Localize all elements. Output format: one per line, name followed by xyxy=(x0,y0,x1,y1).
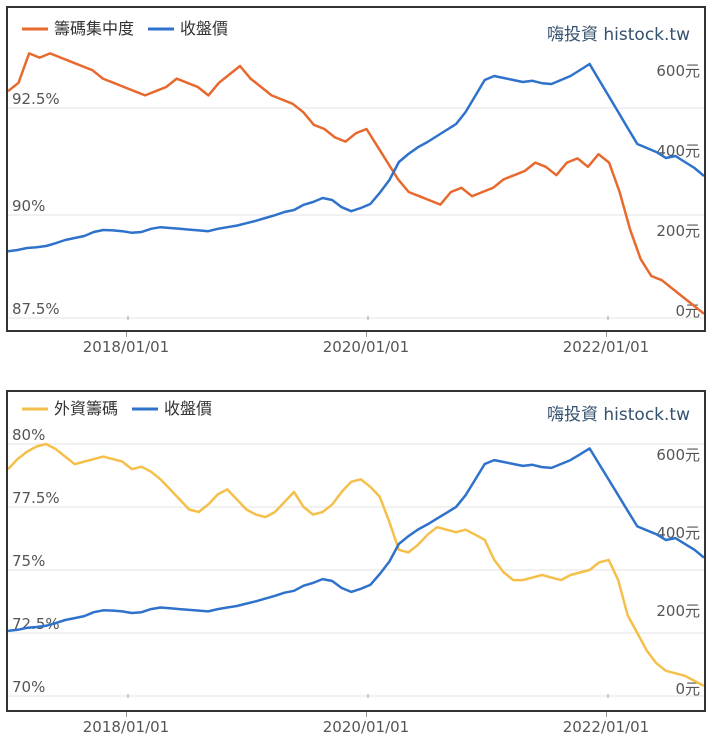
left-axis-tick-label: 70% xyxy=(12,678,45,696)
right-axis-tick-label: 600元 xyxy=(656,62,700,80)
right-axis-tick-label: 400元 xyxy=(656,524,700,542)
x-axis-tick-label: 2020/01/01 xyxy=(322,338,410,356)
x-axis-tick xyxy=(606,712,607,717)
left-axis-tick-label: 75% xyxy=(12,552,45,570)
right-axis-tick-label: 200元 xyxy=(656,602,700,620)
right-axis-tick-label: 200元 xyxy=(656,222,700,240)
left-axis-tick-label: 92.5% xyxy=(12,90,60,108)
x-axis-2: 2018/01/01 2020/01/01 2022/01/01 xyxy=(6,712,706,742)
x-axis-tick-label: 2022/01/01 xyxy=(562,338,650,356)
series-line-1 xyxy=(8,442,704,688)
left-axis-tick-label: 87.5% xyxy=(12,300,60,318)
right-axis-tick-label: 400元 xyxy=(656,142,700,160)
right-axis-tick-label: 0元 xyxy=(675,302,700,320)
left-axis-tick-label: 90% xyxy=(12,197,45,215)
x-axis-tick xyxy=(126,332,127,337)
x-axis-tick xyxy=(606,332,607,337)
left-axis-tick-label: 80% xyxy=(12,426,45,444)
x-axis-tick xyxy=(366,712,367,717)
chart-panel-chip-concentration: 87.5% 90% 92.5% 0元 200元 400元 600元 籌碼集中度 收盤價 嗨投資 h… xyxy=(6,6,706,332)
left-axis-tick-label: 77.5% xyxy=(12,489,60,507)
x-axis-tick xyxy=(126,712,127,717)
legend-label: 外資籌碼 xyxy=(54,399,118,418)
brand-watermark: 嗨投資 histock.tw xyxy=(547,25,690,45)
x-axis-tick-label: 2018/01/01 xyxy=(82,338,170,356)
x-axis-tick-label: 2022/01/01 xyxy=(562,718,650,736)
series-line-2 xyxy=(8,447,704,633)
legend-label: 籌碼集中度 xyxy=(54,19,134,38)
series-line-2 xyxy=(8,62,704,253)
legend-label: 收盤價 xyxy=(164,399,212,418)
chart-1-group: 87.5% 90% 92.5% 0元 200元 400元 600元 籌碼集中度 收盤價 嗨投資 h… xyxy=(8,19,704,320)
right-axis-tick-label: 0元 xyxy=(675,680,700,698)
series-line-1 xyxy=(8,52,704,315)
chart-svg-1: 87.5% 90% 92.5% 0元 200元 400元 600元 籌碼集中度 收盤價 嗨投資 h… xyxy=(8,19,704,320)
brand-watermark: 嗨投資 histock.tw xyxy=(547,405,690,425)
x-axis-tick xyxy=(366,332,367,337)
right-axis-tick-label: 600元 xyxy=(656,446,700,464)
x-axis-tick-label: 2018/01/01 xyxy=(82,718,170,736)
x-axis-tick-label: 2020/01/01 xyxy=(322,718,410,736)
x-axis-1: 2018/01/01 2020/01/01 2022/01/01 xyxy=(6,332,706,362)
legend-label: 收盤價 xyxy=(180,19,228,38)
chart-panel-foreign-chips: 70% 72.5% 75% 77.5% 80% 0元 200元 400元 600元 外資籌碼 收盤價… xyxy=(6,390,706,712)
